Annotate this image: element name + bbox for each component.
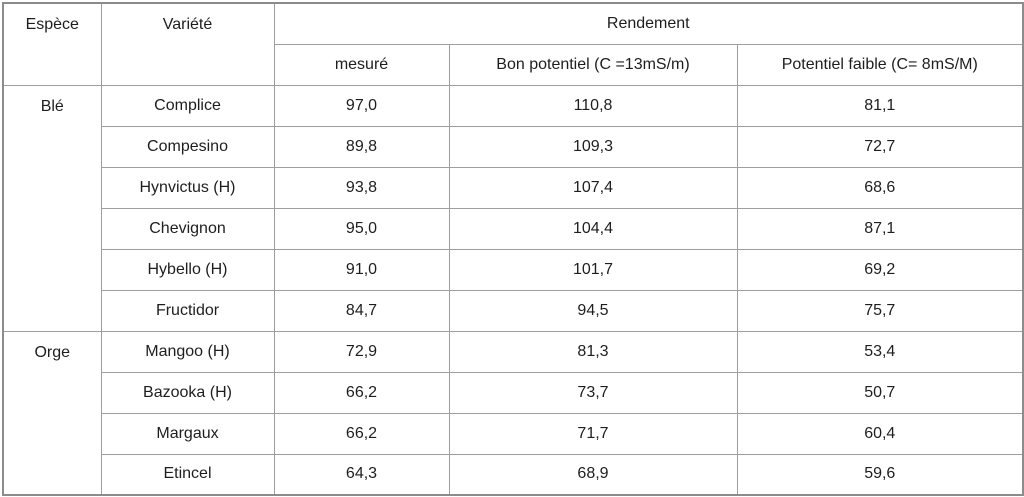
cell-bon-potentiel: 104,4: [448, 207, 738, 250]
table-row: Chevignon 95,0 104,4 87,1: [3, 207, 1024, 250]
header-cell-bon-potentiel: Bon potentiel (C =13mS/m): [448, 43, 738, 86]
cell-potentiel-faible: 68,6: [736, 166, 1024, 209]
cell-variete: Hybello (H): [100, 248, 275, 291]
cell-mesure: 72,9: [273, 330, 450, 373]
cell-potentiel-faible: 87,1: [736, 207, 1024, 250]
cell-variete: Margaux: [100, 412, 275, 455]
cell-bon-potentiel: 81,3: [448, 330, 738, 373]
cell-variete: Bazooka (H): [100, 371, 275, 414]
header-row-1: Espèce Variété Rendement: [2, 2, 1024, 86]
cell-mesure: 97,0: [273, 84, 450, 127]
table-row: Fructidor 84,7 94,5 75,7: [3, 289, 1024, 332]
cell-bon-potentiel: 94,5: [448, 289, 738, 332]
cell-potentiel-faible: 72,7: [736, 125, 1024, 168]
table-row: Etincel 64,3 68,9 59,6: [3, 453, 1024, 496]
cell-mesure: 91,0: [273, 248, 450, 291]
cell-bon-potentiel: 71,7: [448, 412, 738, 455]
table-row: Hybello (H) 91,0 101,7 69,2: [3, 248, 1024, 291]
header-cell-espece: Espèce: [2, 2, 102, 86]
cell-mesure: 66,2: [273, 371, 450, 414]
cell-mesure: 66,2: [273, 412, 450, 455]
cell-variete: Chevignon: [100, 207, 275, 250]
cell-variete: Compesino: [100, 125, 275, 168]
cell-espece-ble: Blé: [2, 84, 102, 332]
cell-potentiel-faible: 50,7: [736, 371, 1024, 414]
cell-potentiel-faible: 59,6: [736, 453, 1024, 496]
cell-potentiel-faible: 75,7: [736, 289, 1024, 332]
cell-bon-potentiel: 73,7: [448, 371, 738, 414]
cell-variete: Etincel: [100, 453, 275, 496]
header-row-2: mesuré Bon potentiel (C =13mS/m) Potenti…: [3, 43, 1024, 86]
cell-variete: Complice: [100, 84, 275, 127]
header-cell-variete: Variété: [100, 2, 275, 86]
table-row: Bazooka (H) 66,2 73,7 50,7: [3, 371, 1024, 414]
cell-bon-potentiel: 68,9: [448, 453, 738, 496]
cell-bon-potentiel: 109,3: [448, 125, 738, 168]
cell-mesure: 95,0: [273, 207, 450, 250]
cell-bon-potentiel: 107,4: [448, 166, 738, 209]
table-row: Compesino 89,8 109,3 72,7: [3, 125, 1024, 168]
cell-mesure: 64,3: [273, 453, 450, 496]
cell-bon-potentiel: 101,7: [448, 248, 738, 291]
table-row: Blé Complice 97,0 110,8 81,1: [2, 84, 1024, 332]
cell-mesure: 84,7: [273, 289, 450, 332]
table-row: Margaux 66,2 71,7 60,4: [3, 412, 1024, 455]
cell-variete: Mangoo (H): [100, 330, 275, 373]
cell-variete: Fructidor: [100, 289, 275, 332]
header-cell-mesure: mesuré: [273, 43, 450, 86]
cell-potentiel-faible: 53,4: [736, 330, 1024, 373]
header-cell-rendement: Rendement: [273, 2, 1024, 45]
table-row: Orge Mangoo (H) 72,9 81,3 53,4: [2, 330, 1024, 496]
cell-espece-orge: Orge: [2, 330, 102, 496]
cell-potentiel-faible: 81,1: [736, 84, 1024, 127]
header-cell-potentiel-faible: Potentiel faible (C= 8mS/M): [736, 43, 1024, 86]
cell-potentiel-faible: 69,2: [736, 248, 1024, 291]
cell-bon-potentiel: 110,8: [448, 84, 738, 127]
table-row: Hynvictus (H) 93,8 107,4 68,6: [3, 166, 1024, 209]
cell-mesure: 93,8: [273, 166, 450, 209]
cell-mesure: 89,8: [273, 125, 450, 168]
cell-potentiel-faible: 60,4: [736, 412, 1024, 455]
cell-variete: Hynvictus (H): [100, 166, 275, 209]
